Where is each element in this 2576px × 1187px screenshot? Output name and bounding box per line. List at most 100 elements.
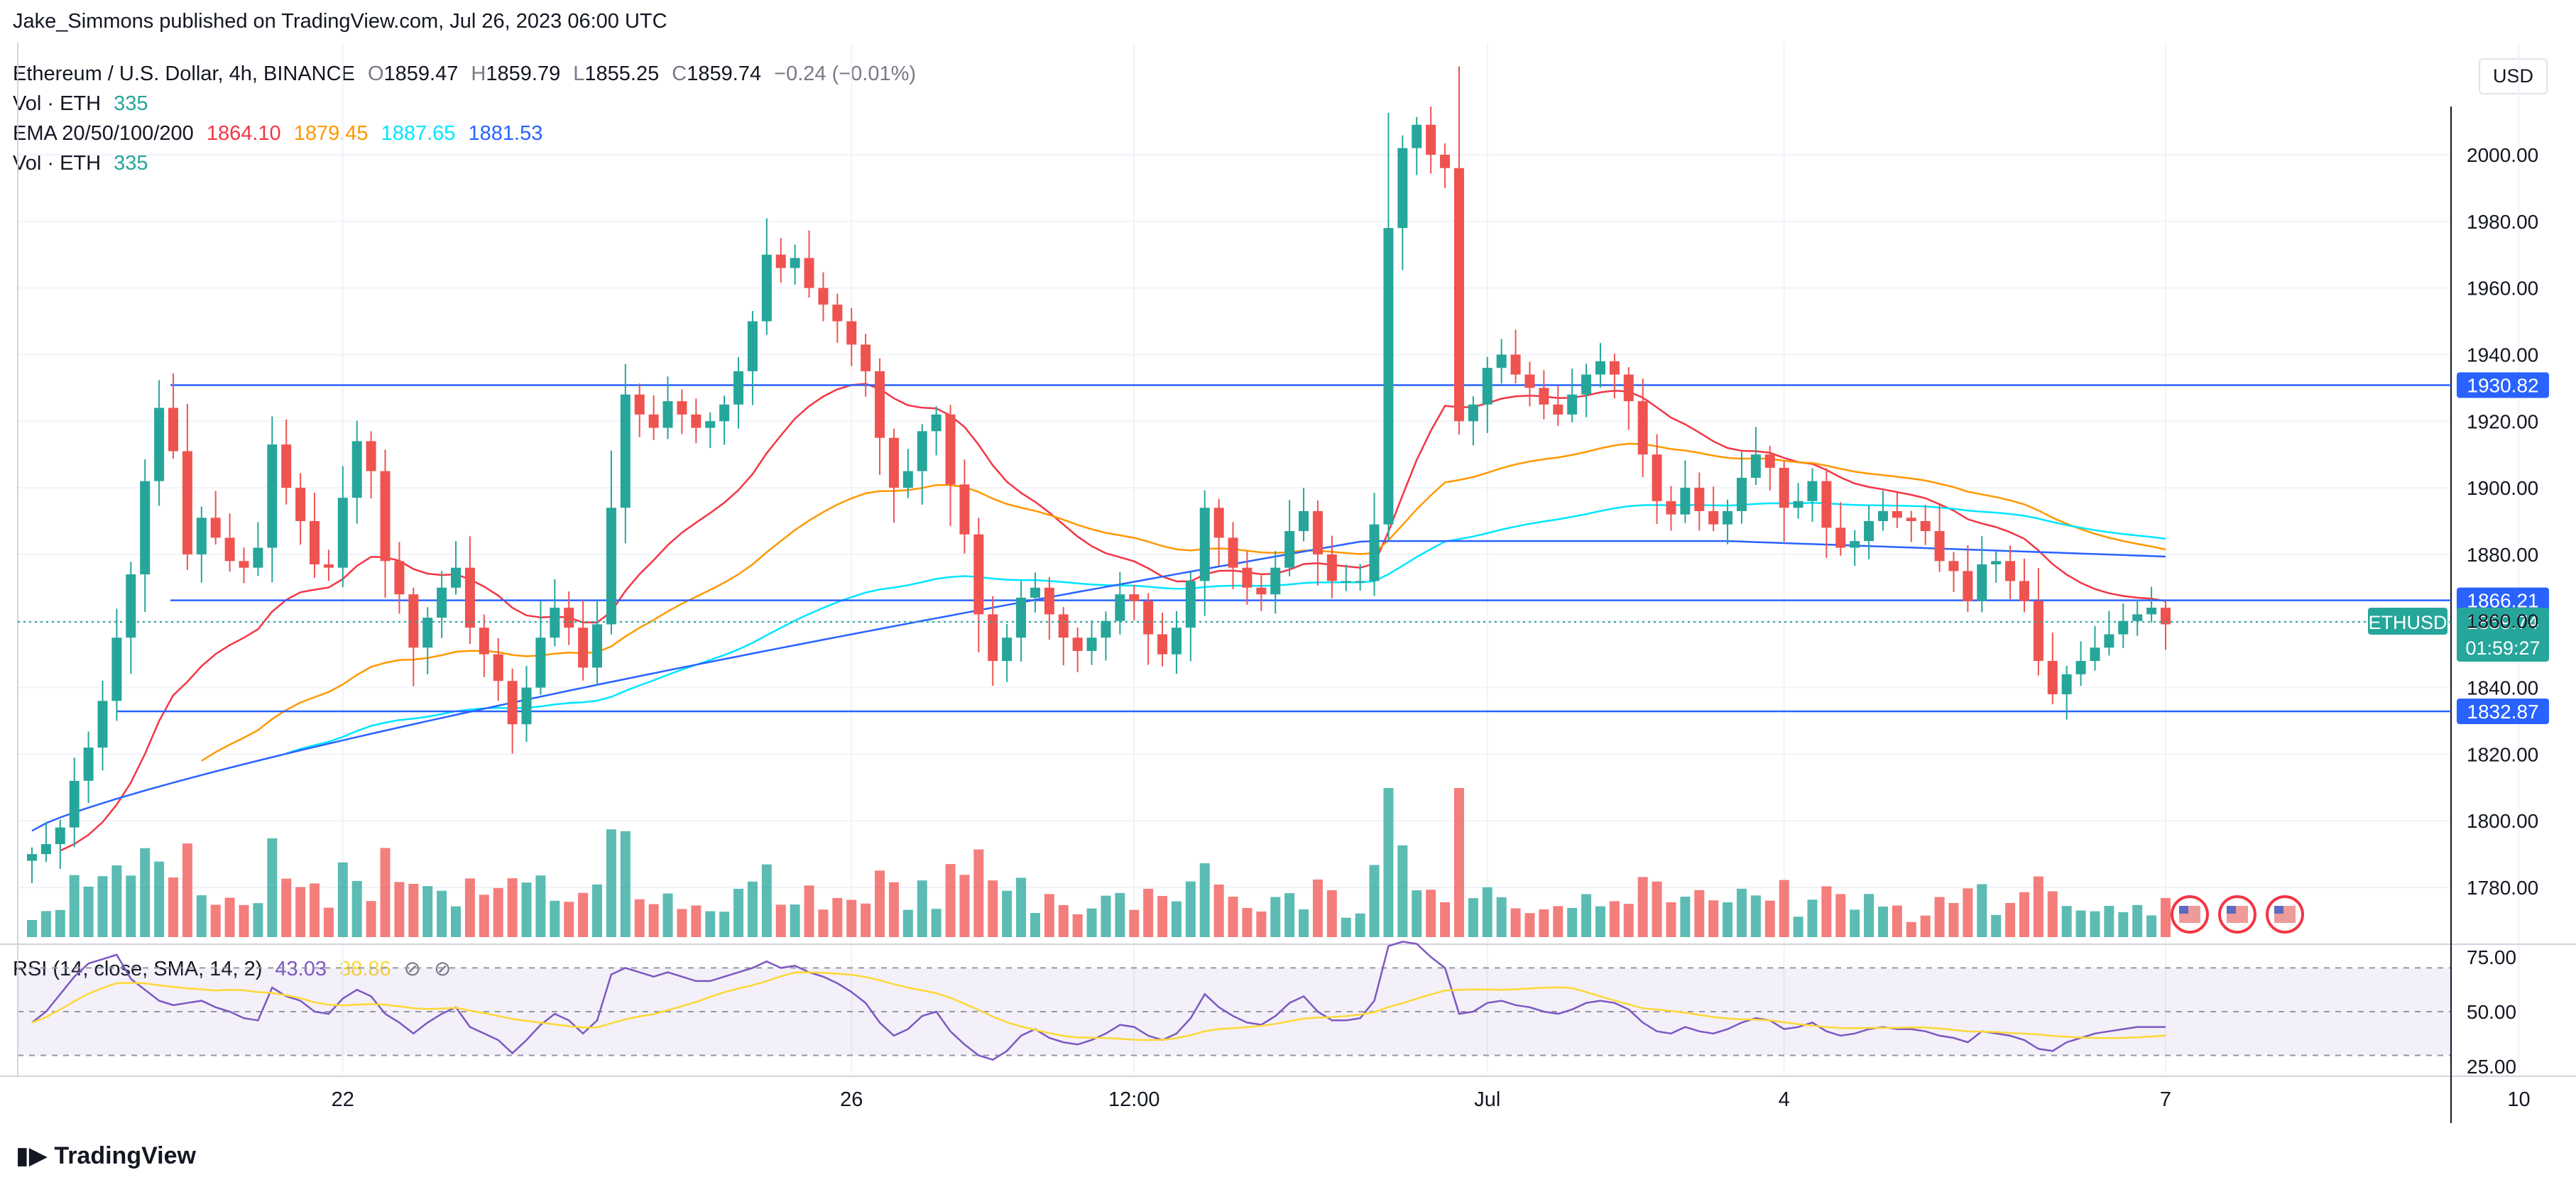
candle-body[interactable] [973, 534, 984, 615]
candle-body[interactable] [1129, 594, 1140, 601]
candle-body[interactable] [451, 567, 462, 588]
candle-body[interactable] [761, 254, 772, 322]
candle-body[interactable] [2090, 647, 2100, 662]
candle-body[interactable] [1567, 394, 1578, 415]
candle-body[interactable] [1637, 401, 1648, 455]
candle-body[interactable] [902, 471, 913, 488]
candle-body[interactable] [1807, 481, 1818, 501]
candle-body[interactable] [1906, 518, 1916, 521]
candle-body[interactable] [1426, 124, 1436, 155]
candle-body[interactable] [1553, 404, 1563, 415]
candle-body[interactable] [464, 567, 475, 628]
candle-body[interactable] [1369, 524, 1380, 581]
candle-body[interactable] [1341, 581, 1351, 583]
candle-body[interactable] [1072, 638, 1083, 651]
candle-body[interactable] [832, 305, 843, 322]
ema-label[interactable]: EMA 20/50/100/200 [13, 122, 194, 145]
candle-body[interactable] [1284, 531, 1295, 568]
candle-body[interactable] [818, 288, 829, 305]
candle-body[interactable] [1016, 597, 1027, 638]
candle-body[interactable] [846, 321, 857, 345]
candle-body[interactable] [1779, 467, 1789, 508]
candle-body[interactable] [437, 587, 447, 618]
candle-body[interactable] [2019, 581, 2029, 601]
candle-body[interactable] [1948, 561, 1959, 571]
candle-body[interactable] [1991, 561, 2002, 564]
candle-body[interactable] [1723, 510, 1733, 525]
candle-body[interactable] [564, 607, 574, 628]
candle-body[interactable] [295, 488, 306, 521]
candle-body[interactable] [662, 401, 673, 428]
candle-body[interactable] [168, 407, 179, 452]
candle-body[interactable] [1101, 620, 1111, 638]
candle-body[interactable] [535, 638, 546, 688]
candle-body[interactable] [648, 414, 659, 428]
candle-body[interactable] [27, 854, 37, 861]
candle-body[interactable] [97, 701, 108, 748]
candle-body[interactable] [493, 654, 503, 682]
candle-body[interactable] [2005, 561, 2016, 581]
candle-body[interactable] [1694, 488, 1705, 511]
candle-body[interactable] [1652, 454, 1662, 501]
candle-body[interactable] [422, 618, 433, 648]
candle-body[interactable] [83, 747, 94, 781]
candle-body[interactable] [959, 484, 970, 535]
candle-body[interactable] [861, 344, 871, 371]
candle-body[interactable] [1270, 567, 1281, 595]
candle-body[interactable] [337, 498, 348, 568]
candle-body[interactable] [917, 431, 927, 471]
candle-body[interactable] [1453, 168, 1464, 422]
candle-body[interactable] [2132, 614, 2143, 621]
candle-body[interactable] [1199, 508, 1210, 581]
candle-body[interactable] [1850, 541, 1860, 548]
candle-body[interactable] [1397, 148, 1408, 229]
candle-body[interactable] [1058, 614, 1069, 638]
tradingview-logo[interactable]: ▮▶ TradingView [16, 1142, 196, 1170]
candle-body[interactable] [2033, 601, 2043, 662]
candle-body[interactable] [606, 508, 616, 625]
candle-body[interactable] [691, 414, 702, 428]
candle-body[interactable] [945, 414, 956, 485]
candle-body[interactable] [351, 441, 362, 498]
candle-body[interactable] [1892, 510, 1902, 518]
candle-body[interactable] [634, 394, 645, 415]
candle-body[interactable] [154, 407, 165, 481]
candle-body[interactable] [1666, 500, 1676, 515]
candle-body[interactable] [620, 394, 631, 508]
candle-body[interactable] [775, 254, 786, 268]
candle-body[interactable] [40, 844, 51, 855]
candle-body[interactable] [126, 574, 136, 638]
candle-body[interactable] [111, 638, 122, 701]
candle-body[interactable] [267, 444, 278, 548]
candle-body[interactable] [1581, 374, 1592, 395]
symbol-title[interactable]: Ethereum / U.S. Dollar, 4h, BINANCE [13, 62, 355, 85]
candle-body[interactable] [1044, 587, 1054, 615]
candle-body[interactable] [69, 780, 80, 828]
candle-body[interactable] [1228, 537, 1238, 568]
candle-body[interactable] [2061, 674, 2072, 694]
candle-body[interactable] [931, 414, 942, 432]
candle-body[interactable] [1213, 508, 1224, 538]
candle-body[interactable] [1312, 510, 1323, 554]
candle-body[interactable] [1030, 587, 1040, 598]
candle-body[interactable] [239, 561, 249, 568]
candle-body[interactable] [1326, 554, 1337, 581]
candle-body[interactable] [1143, 601, 1154, 635]
candle-body[interactable] [804, 258, 814, 288]
candle-body[interactable] [1764, 454, 1775, 468]
candle-body[interactable] [719, 404, 730, 422]
candle-body[interactable] [380, 471, 391, 562]
candle-body[interactable] [1623, 374, 1634, 402]
candle-body[interactable] [1299, 510, 1309, 532]
candle-body[interactable] [323, 564, 334, 568]
candle-body[interactable] [677, 401, 687, 415]
eye-off-icon-2[interactable]: ⊘ [434, 958, 452, 980]
candle-body[interactable] [1468, 404, 1478, 422]
candle-body[interactable] [1963, 571, 1973, 601]
candle-body[interactable] [2146, 607, 2157, 615]
candle-body[interactable] [1496, 354, 1507, 368]
candle-body[interactable] [988, 614, 998, 662]
candle-body[interactable] [1835, 527, 1846, 548]
candle-body[interactable] [2161, 607, 2171, 625]
candle-body[interactable] [875, 371, 885, 438]
